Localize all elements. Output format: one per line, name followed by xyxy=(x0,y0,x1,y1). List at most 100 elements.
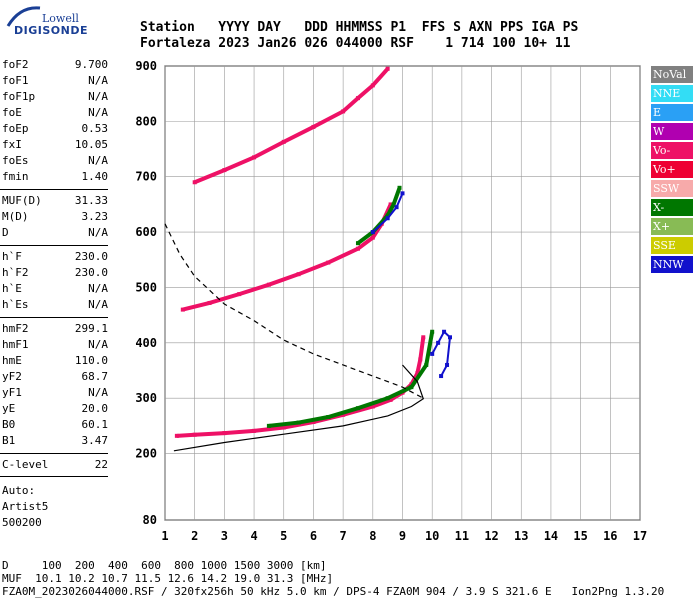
echo-point xyxy=(281,139,286,144)
echo-point xyxy=(442,329,447,334)
param-value: 9.700 xyxy=(74,58,108,71)
x-tick-label: 15 xyxy=(573,529,587,543)
param-label: foEs xyxy=(2,154,29,167)
param-row-hes: h`Es N/A xyxy=(2,298,108,314)
x-tick-label: 10 xyxy=(425,529,439,543)
param-value: N/A xyxy=(88,298,108,311)
legend-item-nnw: NNW xyxy=(651,256,693,273)
echo-point xyxy=(355,406,360,411)
x-tick-label: 13 xyxy=(514,529,528,543)
echo-point xyxy=(391,202,396,207)
footer-muf-row: MUF 10.1 10.2 10.7 11.5 12.6 14.2 19.0 3… xyxy=(2,572,334,585)
x-tick-label: 8 xyxy=(369,529,376,543)
echo-point xyxy=(385,396,390,401)
echo-point xyxy=(252,155,257,160)
param-row-foe: foE N/A xyxy=(2,106,108,122)
x-tick-label: 4 xyxy=(250,529,257,543)
param-value: 230.0 xyxy=(74,250,108,263)
param-label: foF1p xyxy=(2,90,36,103)
echo-point xyxy=(436,340,441,345)
param-row-b0: B0 60.1 xyxy=(2,418,108,434)
param-label: foEp xyxy=(2,122,29,135)
echo-point xyxy=(388,397,393,402)
footer-distance-row: D 100 200 400 600 800 1000 1500 3000 [km… xyxy=(2,559,327,572)
echo-point xyxy=(385,213,390,218)
echo-point xyxy=(445,362,450,367)
param-row-fxi: fxI 10.05 xyxy=(2,138,108,154)
echo-point xyxy=(207,300,212,305)
echo-point xyxy=(448,335,452,340)
param-separator xyxy=(0,476,108,477)
param-row-hmf2: hmF2 299.1 xyxy=(2,322,108,338)
echo-point xyxy=(355,241,360,246)
param-row-yf1: yF1 N/A xyxy=(2,386,108,402)
autoscaling-line: 500200 xyxy=(2,516,42,529)
param-label: fxI xyxy=(2,138,22,151)
param-label: hmF2 xyxy=(2,322,29,335)
echo-point xyxy=(311,124,316,129)
profile-line xyxy=(173,364,425,452)
x-tick-label: 2 xyxy=(191,529,198,543)
echo-point xyxy=(326,415,331,420)
echo-trace xyxy=(372,192,404,233)
param-value: 230.0 xyxy=(74,266,108,279)
y-tick-label: 600 xyxy=(135,225,157,239)
param-label: foE xyxy=(2,106,22,119)
echo-point xyxy=(421,335,426,340)
logo-company: Lowell xyxy=(42,12,79,25)
y-tick-label: 800 xyxy=(135,114,157,128)
param-label: hmF1 xyxy=(2,338,29,351)
y-tick-label: 500 xyxy=(135,280,157,294)
autoscaling-line: Artist5 xyxy=(2,500,49,513)
param-row-he: h`E N/A xyxy=(2,282,108,298)
echo-point xyxy=(222,431,227,436)
param-label: fmin xyxy=(2,170,29,183)
param-value: 0.53 xyxy=(81,122,109,135)
echo-trace xyxy=(182,203,393,312)
param-value: 31.33 xyxy=(74,194,108,207)
param-row-hme: hmE 110.0 xyxy=(2,354,108,370)
param-label: h`Es xyxy=(2,298,29,311)
station-header: Station YYYY DAY DDD HHMMSS P1 FFS S AXN… xyxy=(140,20,700,56)
param-row-ye: yE 20.0 xyxy=(2,402,108,418)
echo-point xyxy=(430,351,435,356)
param-separator xyxy=(0,245,108,246)
legend-item-x: X+ xyxy=(651,218,693,235)
param-label: MUF(D) xyxy=(2,194,42,207)
echo-point xyxy=(370,230,375,235)
echo-point xyxy=(385,66,390,71)
echo-point xyxy=(439,374,444,379)
param-label: B1 xyxy=(2,434,16,447)
x-tick-label: 7 xyxy=(340,529,347,543)
echo-point xyxy=(397,185,402,190)
param-value: N/A xyxy=(88,338,108,351)
param-value: N/A xyxy=(88,74,108,87)
y-tick-label: 900 xyxy=(135,59,157,73)
x-tick-label: 11 xyxy=(455,529,469,543)
legend-item-w: W xyxy=(651,123,693,140)
echo-point xyxy=(252,428,257,433)
param-value: N/A xyxy=(88,226,108,239)
param-label: h`E xyxy=(2,282,22,295)
param-value: 1.40 xyxy=(81,170,109,183)
param-row-hmf1: hmF1 N/A xyxy=(2,338,108,354)
lowell-digisonde-logo: Lowell DIGISONDE xyxy=(0,0,120,50)
echo-point xyxy=(355,246,360,251)
ionogram-plot: 1 2 3 4 5 6 7 8 9 10 11 12 13 14 15 16 17802003004005006… xyxy=(135,59,647,543)
echo-trace xyxy=(268,331,435,428)
legend-item-nne: NNE xyxy=(651,85,693,102)
param-value: 20.0 xyxy=(81,402,109,415)
param-value: 10.05 xyxy=(74,138,108,151)
param-label: yF2 xyxy=(2,370,22,383)
param-row-foes: foEs N/A xyxy=(2,154,108,170)
legend-item-ssw: SSW xyxy=(651,180,693,197)
legend-item-noval: NoVal xyxy=(651,66,693,83)
echo-point xyxy=(409,385,414,390)
param-value: N/A xyxy=(88,154,108,167)
param-row-foep: foEp 0.53 xyxy=(2,122,108,138)
x-tick-label: 3 xyxy=(221,529,228,543)
param-label: M(D) xyxy=(2,210,29,223)
legend-item-vo: Vo- xyxy=(651,142,693,159)
param-label: foF1 xyxy=(2,74,29,87)
param-value: N/A xyxy=(88,386,108,399)
